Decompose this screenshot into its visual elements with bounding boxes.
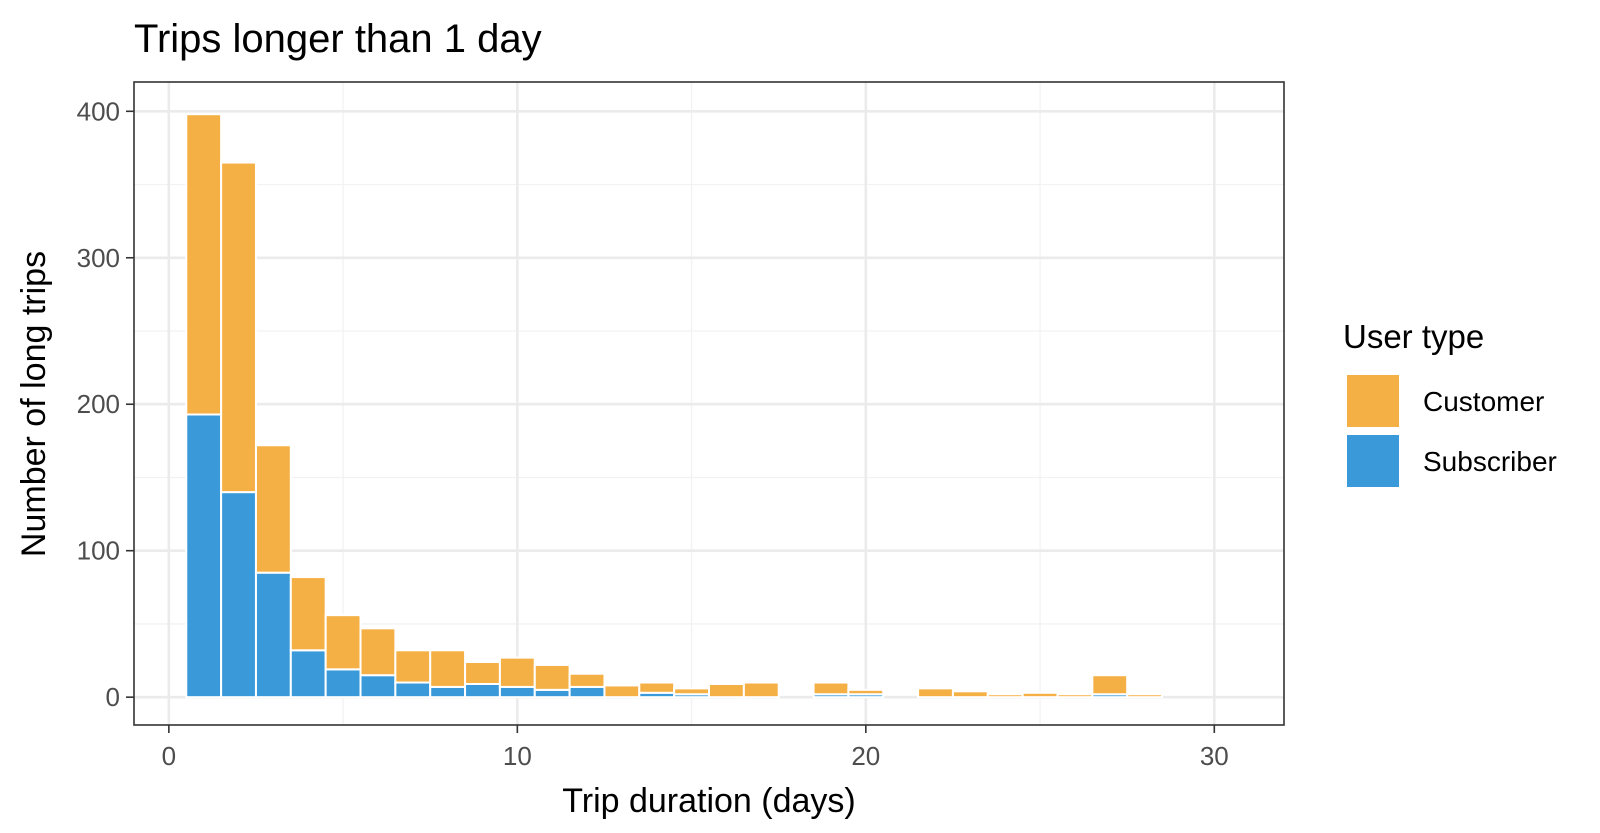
bar-subscriber — [464, 682, 501, 699]
x-tick-label: 30 — [1200, 741, 1229, 771]
bar-subscriber — [359, 674, 397, 699]
legend-title: User type — [1343, 318, 1484, 355]
y-tick-label: 300 — [77, 243, 120, 273]
bar-customer — [254, 444, 292, 574]
bar-subscriber — [498, 685, 536, 699]
bar-customer — [429, 649, 467, 688]
bar-subscriber — [324, 668, 362, 699]
x-tick-label: 20 — [851, 741, 880, 771]
bar-customer — [220, 161, 257, 494]
bar-subscriber — [429, 685, 467, 699]
chart-title: Trips longer than 1 day — [134, 17, 542, 61]
bar-customer — [568, 672, 606, 688]
y-tick-label: 0 — [106, 682, 120, 712]
x-axis: 0 10 20 30 — [162, 725, 1229, 771]
bar-customer — [533, 663, 571, 691]
bar-customer — [812, 681, 850, 696]
y-tick-label: 100 — [77, 536, 120, 566]
bar-subscriber — [533, 688, 571, 699]
bar-customer — [986, 693, 1024, 699]
y-tick-label: 200 — [77, 389, 120, 419]
bar-customer — [359, 627, 397, 677]
x-tick-label: 0 — [162, 741, 176, 771]
legend-label-subscriber: Subscriber — [1423, 446, 1557, 477]
bar-customer — [847, 688, 885, 696]
bar-subscriber — [254, 571, 292, 699]
bar-customer — [917, 687, 954, 699]
bar-customer — [603, 684, 641, 699]
bar-customer — [394, 649, 432, 684]
legend-label-customer: Customer — [1423, 386, 1544, 417]
y-tick-label: 400 — [77, 96, 120, 126]
y-axis: 0 100 200 300 400 — [77, 96, 134, 712]
bar-customer — [498, 656, 536, 688]
bar-customer — [1021, 691, 1059, 699]
bar-customer — [1091, 674, 1129, 696]
bar-customer — [464, 661, 501, 685]
bar-customer — [638, 681, 676, 694]
bars — [185, 113, 1164, 699]
x-axis-title: Trip duration (days) — [562, 782, 856, 820]
bar-customer — [708, 682, 745, 699]
grid-major — [134, 82, 1284, 725]
bar-customer — [324, 614, 362, 671]
bar-customer — [742, 681, 780, 699]
bar-subscriber — [394, 681, 432, 699]
bar-customer — [951, 690, 989, 699]
y-axis-title: Number of long trips — [15, 251, 53, 557]
x-tick-label: 10 — [503, 741, 532, 771]
bar-subscriber — [568, 685, 606, 699]
bar-customer — [673, 687, 710, 696]
bar-customer — [185, 113, 223, 416]
bar-subscriber — [185, 413, 223, 699]
bar-subscriber — [289, 649, 327, 699]
bar-subscriber — [220, 491, 257, 699]
legend: User type Customer Subscriber — [1343, 318, 1557, 487]
bar-customer — [289, 576, 327, 652]
bar-customer — [1126, 693, 1164, 699]
legend-swatch-subscriber — [1347, 435, 1399, 487]
bar-customer — [1056, 693, 1094, 699]
legend-swatch-customer — [1347, 375, 1399, 427]
